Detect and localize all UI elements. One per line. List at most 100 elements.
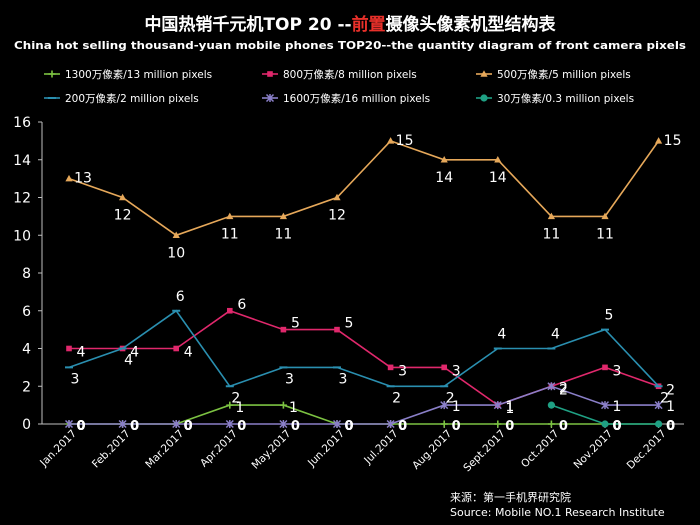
data-point xyxy=(172,231,180,239)
data-point xyxy=(65,174,73,182)
data-label: 14 xyxy=(489,170,507,186)
legend-marker xyxy=(265,93,275,103)
data-point xyxy=(279,212,287,220)
series-line xyxy=(68,309,660,388)
data-label: 4 xyxy=(124,353,133,369)
data-label: 14 xyxy=(435,170,453,186)
x-tick-label: Sept.2017 xyxy=(461,428,508,475)
data-label: 3 xyxy=(339,371,348,387)
data-label: 2 xyxy=(446,390,455,406)
data-point xyxy=(654,401,663,410)
data-label: 0 xyxy=(666,419,675,434)
y-tick-label: 14 xyxy=(13,153,31,169)
y-tick-label: 0 xyxy=(22,417,31,433)
data-label: 0 xyxy=(505,419,514,434)
data-label: 10 xyxy=(167,245,185,261)
data-label: 5 xyxy=(605,308,614,324)
data-label: 0 xyxy=(184,419,193,434)
data-label: 13 xyxy=(74,171,92,187)
data-label: 0 xyxy=(452,419,461,434)
data-label: 4 xyxy=(497,327,506,343)
legend-entry: 800万像素/8 million pixels xyxy=(262,68,417,81)
x-tick-label: Apr.2017 xyxy=(198,428,240,470)
data-point xyxy=(440,401,449,410)
data-label: 1 xyxy=(235,400,244,416)
data-label: 0 xyxy=(398,419,407,434)
data-label: 3 xyxy=(452,363,461,379)
legend-label: 800万像素/8 million pixels xyxy=(283,68,417,81)
data-point xyxy=(493,401,502,410)
data-label: 11 xyxy=(596,226,614,242)
data-label: 15 xyxy=(664,133,682,149)
legend-label: 1300万像素/13 million pixels xyxy=(65,68,212,81)
chart-subtitle: China hot selling thousand-yuan mobile p… xyxy=(14,40,686,52)
data-label: 0 xyxy=(344,419,353,434)
legend-entry: 200万像素/2 million pixels xyxy=(44,92,199,105)
data-point xyxy=(226,212,234,220)
data-label: 3 xyxy=(613,363,622,379)
legend-entry: 500万像素/5 million pixels xyxy=(476,68,631,81)
data-label: 2 xyxy=(392,390,401,406)
chart-title: 中国热销千元机TOP 20 --前置摄像头像素机型结构表 xyxy=(144,14,556,35)
data-point xyxy=(547,382,556,391)
series-line xyxy=(69,385,659,425)
data-label: 1 xyxy=(289,400,298,416)
data-label: 0 xyxy=(291,419,300,434)
data-point xyxy=(440,155,448,163)
y-tick-label: 16 xyxy=(13,115,31,131)
data-label: 5 xyxy=(291,316,300,332)
legend-marker xyxy=(480,70,488,77)
data-label: 0 xyxy=(130,419,139,434)
series-line xyxy=(68,139,660,237)
data-point xyxy=(601,420,609,428)
y-tick-label: 2 xyxy=(22,379,31,395)
legend-marker xyxy=(267,71,273,77)
chart-title-highlight: 前置 xyxy=(352,14,386,35)
data-label: 0 xyxy=(76,419,85,434)
data-label: 0 xyxy=(184,419,193,434)
series xyxy=(547,401,663,428)
data-point xyxy=(494,420,502,428)
x-tick-label: Mar.2017 xyxy=(143,428,186,471)
y-tick-label: 8 xyxy=(22,266,31,282)
series xyxy=(64,382,663,429)
data-label: 2 xyxy=(559,382,568,398)
legend-entry: 1300万像素/13 million pixels xyxy=(44,68,212,81)
data-point xyxy=(64,419,74,429)
series xyxy=(65,309,663,388)
data-label: 0 xyxy=(666,419,675,434)
legend-marker xyxy=(480,94,488,102)
data-label: 11 xyxy=(221,226,239,242)
y-tick-label: 10 xyxy=(13,228,31,244)
data-label: 4 xyxy=(184,345,193,361)
data-label: 4 xyxy=(130,345,139,361)
data-point xyxy=(600,401,610,410)
data-point xyxy=(602,364,608,371)
data-point xyxy=(655,420,663,428)
source-en: Source: Mobile NO.1 Research Institute xyxy=(450,506,665,519)
data-point xyxy=(66,345,72,352)
data-label: 1 xyxy=(505,401,514,417)
chart-title-part-2: 摄像头像素机型结构表 xyxy=(386,14,557,35)
data-point xyxy=(118,419,127,429)
data-label: 4 xyxy=(551,327,560,343)
data-label: 1 xyxy=(613,399,622,415)
x-tick-label: Jun.2017 xyxy=(305,428,347,470)
data-point xyxy=(547,420,555,428)
chart-title-part-1: 中国热销千元机TOP 20 -- xyxy=(144,14,351,35)
y-tick-label: 12 xyxy=(13,191,31,207)
data-point xyxy=(601,212,609,220)
data-label: 0 xyxy=(344,419,353,434)
data-label: 1 xyxy=(452,399,461,415)
x-tick-label: Dec.2017 xyxy=(625,428,669,472)
data-point xyxy=(655,137,663,144)
legend-label: 200万像素/2 million pixels xyxy=(65,92,199,105)
data-label: 3 xyxy=(285,371,294,387)
data-point xyxy=(119,193,127,201)
data-point xyxy=(333,193,341,201)
y-tick-label: 6 xyxy=(22,304,31,320)
data-point xyxy=(173,345,179,352)
legend-label: 30万像素/0.3 million pixels xyxy=(497,92,634,105)
series-line xyxy=(69,404,659,425)
